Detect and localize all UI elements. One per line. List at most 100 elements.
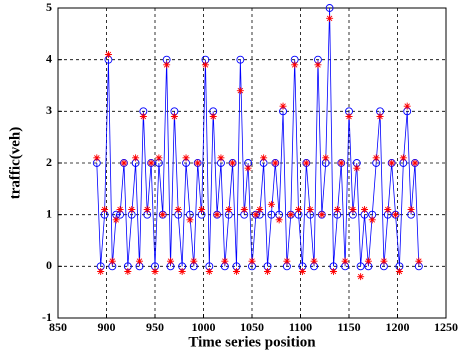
star-marker	[267, 200, 275, 208]
star-marker	[236, 87, 244, 95]
star-marker	[345, 113, 353, 120]
star-marker	[132, 154, 140, 162]
star-marker	[326, 14, 334, 22]
star-marker	[213, 211, 221, 219]
star-marker	[147, 159, 155, 167]
star-marker	[108, 257, 116, 265]
star-marker	[407, 206, 415, 213]
star-marker	[395, 268, 403, 275]
star-marker	[159, 211, 167, 219]
star-marker	[151, 268, 159, 275]
star-marker	[318, 211, 326, 219]
x-tick-label: 1150	[337, 320, 360, 334]
star-marker	[155, 154, 163, 162]
star-marker	[279, 102, 287, 110]
y-tick-label: 3	[46, 103, 52, 117]
star-marker	[291, 61, 299, 69]
star-marker	[124, 268, 132, 275]
star-marker	[337, 159, 345, 167]
star-marker	[190, 257, 198, 265]
star-marker	[104, 51, 112, 58]
star-marker	[364, 257, 372, 265]
star-marker	[399, 154, 407, 162]
star-marker	[128, 206, 136, 213]
star-marker	[260, 154, 268, 162]
star-marker	[143, 206, 151, 213]
star-marker	[380, 257, 388, 265]
star-marker	[333, 206, 341, 213]
x-tick-label: 1050	[240, 320, 264, 334]
star-marker	[298, 268, 306, 275]
star-marker	[392, 211, 400, 219]
star-marker	[264, 268, 272, 275]
star-marker	[135, 257, 143, 265]
x-tick-label: 850	[49, 320, 67, 334]
star-marker	[287, 211, 295, 219]
star-marker	[361, 206, 369, 213]
star-marker	[388, 159, 396, 167]
x-tick-label: 900	[98, 320, 116, 334]
star-marker	[182, 154, 190, 162]
star-marker	[205, 268, 213, 275]
x-tick-label: 1200	[386, 320, 410, 334]
x-tick-label: 1000	[192, 320, 216, 334]
star-marker	[357, 273, 365, 281]
star-marker	[283, 257, 291, 265]
star-marker	[256, 206, 264, 213]
star-marker	[101, 206, 109, 213]
star-marker	[167, 257, 175, 265]
point-marker	[356, 262, 365, 271]
star-marker	[174, 206, 182, 213]
x-tick-label: 1100	[289, 320, 312, 334]
star-marker	[244, 164, 252, 172]
point-marker	[267, 210, 276, 219]
star-marker	[302, 159, 310, 167]
star-marker	[240, 206, 248, 213]
star-marker	[139, 113, 147, 120]
star-marker	[341, 257, 349, 265]
y-tick-label: -1	[42, 310, 52, 324]
star-marker	[329, 268, 337, 275]
star-marker	[271, 159, 279, 167]
y-tick-label: 5	[46, 0, 52, 14]
star-marker	[229, 159, 237, 167]
star-marker	[322, 154, 330, 162]
star-marker	[93, 154, 101, 162]
star-marker	[178, 268, 186, 275]
y-tick-label: 1	[46, 206, 52, 220]
y-axis-label: traffic(veh)	[7, 127, 23, 199]
star-marker	[275, 216, 283, 224]
star-marker	[112, 216, 120, 224]
point-marker	[236, 55, 245, 64]
y-tick-label: 0	[46, 258, 52, 272]
star-marker	[372, 154, 380, 162]
star-marker	[314, 61, 322, 69]
star-marker	[368, 216, 376, 224]
star-marker	[310, 257, 318, 265]
star-marker	[170, 113, 178, 120]
star-marker	[225, 206, 233, 213]
star-marker	[252, 211, 260, 219]
star-marker	[349, 206, 357, 213]
star-marker	[116, 206, 124, 213]
y-tick-label: 2	[46, 155, 52, 169]
star-marker	[221, 257, 229, 265]
star-marker	[209, 113, 217, 120]
star-marker	[232, 268, 240, 275]
star-marker	[306, 206, 314, 213]
star-marker	[353, 164, 361, 172]
star-marker	[411, 159, 419, 167]
x-tick-label: 950	[146, 320, 164, 334]
star-marker	[198, 206, 206, 213]
star-marker	[194, 159, 202, 167]
star-marker	[217, 154, 225, 162]
star-marker	[384, 206, 392, 213]
y-tick-label: 4	[46, 51, 52, 65]
star-marker	[248, 257, 256, 265]
star-marker	[186, 216, 194, 224]
x-axis-label: Time series position	[188, 334, 316, 350]
star-marker	[415, 257, 423, 265]
star-marker	[163, 61, 171, 69]
point-marker	[325, 4, 334, 12]
